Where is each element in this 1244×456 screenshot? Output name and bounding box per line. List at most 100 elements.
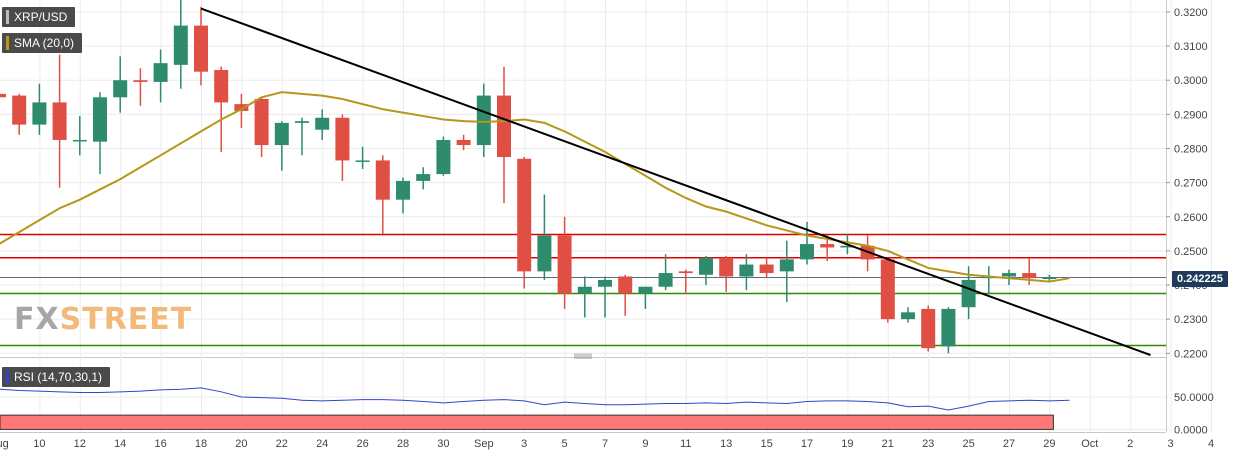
candle bbox=[254, 97, 269, 158]
candle bbox=[153, 49, 168, 103]
price-tick-label: 0.3200 bbox=[1174, 7, 1208, 19]
candle-body bbox=[537, 235, 552, 272]
price-tick-label: 0.3000 bbox=[1174, 75, 1208, 87]
candle-body bbox=[274, 122, 289, 146]
candle bbox=[52, 54, 67, 188]
candle bbox=[234, 93, 249, 129]
candle-body bbox=[901, 312, 915, 320]
x-tick-label: 9 bbox=[642, 438, 648, 450]
price-tick-label: 0.2300 bbox=[1174, 314, 1208, 326]
candle-body bbox=[517, 158, 532, 272]
candle-body bbox=[335, 117, 350, 161]
x-tick-label: 20 bbox=[235, 438, 247, 450]
candle-body bbox=[961, 279, 976, 308]
candle-body bbox=[12, 95, 27, 125]
x-tick-label: Aug bbox=[0, 438, 9, 450]
candle bbox=[315, 109, 330, 140]
price-tick-label: 0.2500 bbox=[1174, 246, 1208, 258]
candle-body bbox=[598, 279, 612, 287]
rsi-swatch bbox=[6, 370, 9, 384]
candle-body bbox=[355, 160, 370, 162]
x-tick-label: 22 bbox=[276, 438, 288, 450]
candle bbox=[497, 66, 511, 204]
candle-body bbox=[497, 95, 511, 158]
candle-body bbox=[254, 98, 269, 146]
candle bbox=[0, 93, 6, 98]
x-tick-label: 28 bbox=[397, 438, 409, 450]
candle bbox=[537, 194, 552, 280]
candle-body bbox=[436, 139, 451, 175]
candle bbox=[476, 83, 491, 158]
candle-body bbox=[173, 25, 188, 65]
candle bbox=[173, 0, 188, 89]
sma-swatch bbox=[6, 36, 9, 50]
candle bbox=[941, 307, 956, 354]
candle-body bbox=[153, 63, 168, 82]
candle bbox=[779, 240, 794, 303]
sma-label: SMA (20,0) bbox=[14, 36, 75, 50]
candle-body bbox=[618, 276, 633, 294]
candle bbox=[699, 256, 713, 286]
x-tick-label: 29 bbox=[1043, 438, 1055, 450]
candle-body bbox=[658, 273, 673, 287]
x-tick-label: 30 bbox=[437, 438, 449, 450]
candle bbox=[335, 114, 350, 181]
candle bbox=[739, 254, 754, 291]
candle bbox=[436, 136, 451, 176]
candle-body bbox=[779, 259, 794, 272]
candle bbox=[456, 134, 471, 151]
candle-body bbox=[880, 259, 895, 320]
x-tick-label: 15 bbox=[760, 438, 772, 450]
rsi-legend[interactable]: RSI (14,70,30,1) bbox=[2, 367, 111, 387]
candle-body bbox=[416, 174, 431, 181]
candle bbox=[93, 92, 107, 175]
candle bbox=[658, 254, 673, 291]
candle-body bbox=[719, 257, 734, 277]
candle bbox=[921, 305, 936, 352]
x-tick-label: 14 bbox=[114, 438, 126, 450]
x-tick-label: 5 bbox=[562, 438, 568, 450]
candle-body bbox=[396, 180, 410, 200]
candle bbox=[759, 257, 774, 279]
candle-body bbox=[1002, 273, 1016, 277]
x-tick-label: 24 bbox=[316, 438, 328, 450]
x-tick-label: 11 bbox=[680, 438, 691, 450]
rsi-label: RSI (14,70,30,1) bbox=[14, 370, 103, 384]
candle-body bbox=[234, 104, 249, 111]
candle bbox=[638, 286, 653, 309]
candle-body bbox=[759, 264, 774, 274]
price-tick-label: 0.2800 bbox=[1174, 143, 1208, 155]
candle-body bbox=[113, 80, 128, 98]
candle bbox=[719, 256, 734, 292]
candle-body bbox=[52, 102, 67, 140]
downtrend-line bbox=[200, 7, 1151, 356]
candle-body bbox=[1042, 277, 1057, 280]
price-tick-label: 0.2600 bbox=[1174, 212, 1208, 224]
watermark-street: STREET bbox=[59, 302, 193, 337]
x-tick-label: 12 bbox=[74, 438, 86, 450]
candle bbox=[375, 155, 390, 234]
candle bbox=[1042, 274, 1057, 282]
candle bbox=[32, 83, 47, 135]
symbol-legend[interactable]: XRP/USD bbox=[2, 7, 76, 27]
x-tick-label: 3 bbox=[521, 438, 527, 450]
candle-body bbox=[921, 308, 936, 349]
x-tick-label: 18 bbox=[195, 438, 207, 450]
candle-body bbox=[32, 102, 47, 125]
price-tick-label: 0.3100 bbox=[1174, 41, 1208, 53]
x-tick-label: 23 bbox=[922, 438, 934, 450]
x-tick-label: 21 bbox=[882, 438, 894, 450]
candle bbox=[214, 66, 229, 152]
sma-legend[interactable]: SMA (20,0) bbox=[2, 33, 83, 53]
x-tick-label: 19 bbox=[841, 438, 853, 450]
candle bbox=[598, 276, 612, 318]
candle-body bbox=[93, 97, 107, 142]
candle-body bbox=[315, 117, 330, 130]
candle-body bbox=[678, 271, 693, 274]
candle-body bbox=[941, 308, 956, 347]
candle bbox=[274, 121, 289, 171]
candle bbox=[577, 276, 592, 318]
x-tick-label: Oct bbox=[1081, 438, 1098, 450]
